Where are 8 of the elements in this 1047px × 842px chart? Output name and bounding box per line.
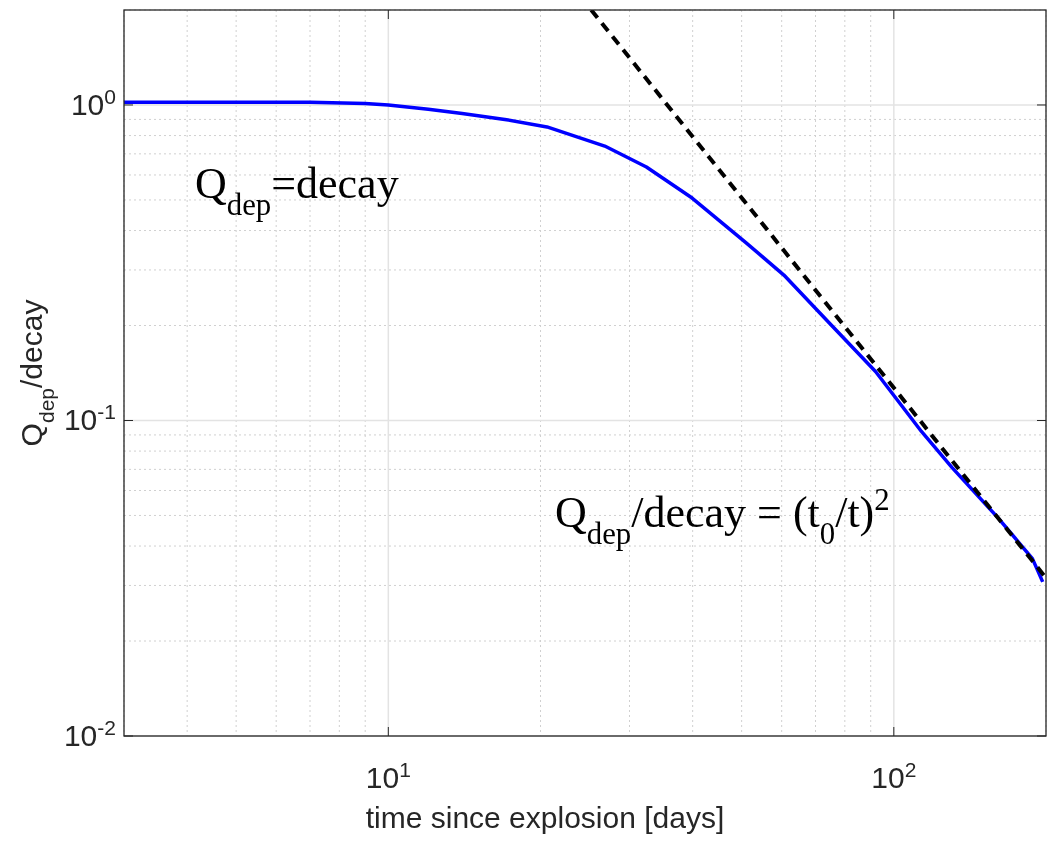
x-axis-title: time since explosion [days] [365,801,725,834]
annotation: Q$_{dep}$=decay [195,159,399,222]
y-tick-label: 10$^{0}$ [70,84,116,121]
y-tick-label: 10$^{-2}$ [63,715,116,752]
x-tick-label: 10$^{1}$ [365,757,411,794]
y-tick-label: 10$^{-1}$ [63,399,116,437]
annotation: Q$_{dep}$/decay = (t$_{0}$/t)$^{2}$ [555,483,890,551]
x-tick-label: 10$^{2}$ [871,757,917,794]
